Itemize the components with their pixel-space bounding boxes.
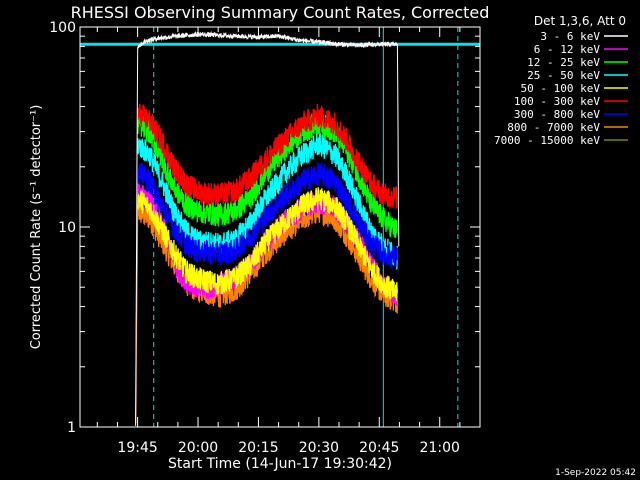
x-tick-label: 20:00 [178, 440, 218, 456]
series-100-300kev-line [136, 103, 398, 209]
legend-label: 800 - 7000 keV [507, 121, 600, 134]
series-50-100kev-line [136, 187, 398, 302]
legend-label: 100 - 300 keV [514, 95, 600, 108]
series-3-6kev-line [135, 30, 400, 426]
x-tick-label: 21:00 [420, 440, 460, 456]
y-tick-label: 10 [58, 220, 76, 236]
plot-area [79, 27, 480, 427]
chart-title: RHESSI Observing Summary Count Rates, Co… [71, 3, 490, 22]
x-tick-label: 19:45 [117, 440, 157, 456]
legend-label: 25 - 50 keV [527, 69, 600, 82]
x-axis-label: Start Time (14-Jun-17 19:30:42) [168, 456, 392, 472]
series-300-800kev-line [136, 161, 398, 270]
legend-label: 12 - 25 keV [527, 56, 600, 69]
legend-label: 6 - 12 keV [534, 43, 601, 56]
legend-label: 3 - 6 keV [540, 30, 600, 43]
x-tick-label: 20:15 [238, 440, 278, 456]
y-tick-label: 1 [67, 420, 76, 436]
footer-timestamp: 1-Sep-2022 05:42 [555, 468, 636, 478]
legend-header: Det 1,3,6, Att 0 [534, 14, 626, 28]
y-axis: 1 10 100 [49, 20, 480, 436]
y-tick-label: 100 [49, 20, 76, 36]
x-axis: 19:45 20:00 20:15 20:30 20:45 21:00 [96, 27, 481, 456]
y-axis-label: Corrected Count Rate (s⁻¹ detector⁻¹) [29, 105, 44, 350]
legend-label: 300 - 800 keV [514, 108, 600, 121]
legend-label: 7000 - 15000 keV [494, 134, 600, 147]
x-tick-label: 20:30 [299, 440, 339, 456]
legend-label: 50 - 100 keV [521, 82, 601, 95]
x-tick-label: 20:45 [359, 440, 399, 456]
